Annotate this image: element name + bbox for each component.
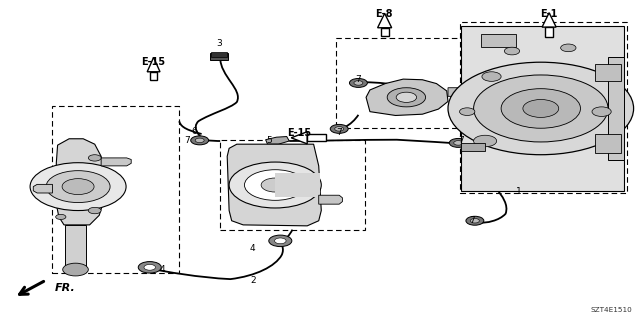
Text: FR.: FR.: [54, 283, 75, 293]
Circle shape: [470, 219, 479, 223]
Polygon shape: [291, 132, 307, 144]
Text: 6: 6: [191, 127, 196, 136]
Bar: [461, 26, 624, 191]
Circle shape: [449, 138, 467, 147]
Text: 3: 3: [216, 39, 221, 48]
Text: 1: 1: [516, 187, 521, 196]
Circle shape: [466, 216, 484, 225]
Circle shape: [454, 141, 463, 145]
Circle shape: [88, 155, 101, 161]
Circle shape: [138, 262, 161, 273]
Circle shape: [354, 81, 363, 85]
Circle shape: [592, 107, 611, 116]
Polygon shape: [542, 13, 556, 27]
Text: E-15: E-15: [287, 128, 312, 138]
Circle shape: [460, 108, 475, 115]
Circle shape: [191, 136, 209, 145]
Bar: [210, 53, 228, 60]
Text: SZT4E1510: SZT4E1510: [591, 307, 632, 313]
Text: 7: 7: [356, 75, 361, 84]
Bar: [307, 135, 326, 141]
Circle shape: [474, 75, 608, 142]
Circle shape: [330, 124, 348, 133]
Bar: [150, 72, 157, 80]
Bar: [545, 27, 553, 37]
Circle shape: [63, 263, 88, 276]
Polygon shape: [378, 13, 392, 28]
Polygon shape: [319, 195, 342, 204]
Circle shape: [504, 47, 520, 55]
Polygon shape: [147, 57, 160, 72]
Circle shape: [88, 207, 101, 214]
Bar: [461, 143, 485, 151]
Circle shape: [46, 171, 110, 203]
Polygon shape: [448, 88, 471, 96]
Circle shape: [501, 89, 580, 128]
Bar: [65, 225, 86, 272]
Text: 7: 7: [458, 137, 463, 145]
Text: 2: 2: [250, 276, 255, 285]
Circle shape: [269, 235, 292, 247]
Circle shape: [62, 179, 94, 195]
Circle shape: [229, 162, 321, 208]
Bar: [595, 134, 621, 153]
Circle shape: [448, 62, 634, 155]
Circle shape: [335, 127, 344, 131]
Polygon shape: [227, 144, 321, 226]
Polygon shape: [56, 139, 104, 225]
Circle shape: [30, 163, 126, 211]
Text: E-1: E-1: [540, 9, 558, 19]
Polygon shape: [33, 184, 52, 193]
Circle shape: [244, 170, 306, 200]
Circle shape: [275, 238, 286, 244]
Text: 4: 4: [250, 244, 255, 253]
Circle shape: [561, 44, 576, 52]
Text: 7: 7: [184, 137, 189, 145]
Circle shape: [56, 214, 66, 219]
Circle shape: [474, 135, 497, 147]
Bar: [275, 173, 320, 197]
Bar: [481, 34, 516, 47]
Bar: [381, 28, 388, 36]
Bar: [595, 64, 621, 81]
Polygon shape: [366, 79, 448, 115]
Bar: [608, 57, 624, 160]
Polygon shape: [101, 158, 131, 166]
Text: 7: 7: [337, 128, 342, 137]
Text: 4: 4: [159, 265, 164, 274]
Text: 7: 7: [470, 216, 475, 225]
Text: E-15: E-15: [141, 57, 166, 67]
Circle shape: [195, 138, 204, 143]
Circle shape: [349, 78, 367, 87]
Polygon shape: [266, 137, 289, 144]
Circle shape: [144, 264, 156, 270]
Text: 5: 5: [266, 137, 271, 145]
Circle shape: [261, 178, 289, 192]
Circle shape: [482, 72, 501, 81]
Circle shape: [387, 88, 426, 107]
Circle shape: [523, 100, 559, 117]
Text: E-8: E-8: [375, 9, 393, 19]
Circle shape: [396, 92, 417, 102]
Bar: [211, 52, 227, 57]
